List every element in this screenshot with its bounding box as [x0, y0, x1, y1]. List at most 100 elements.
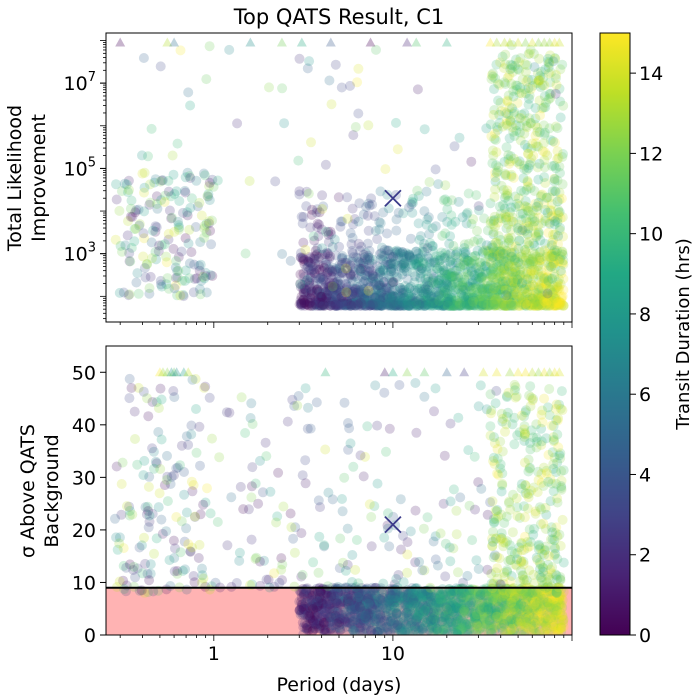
scatter-point [508, 300, 519, 311]
scatter-point [320, 277, 331, 288]
scatter-point [299, 284, 310, 295]
scatter-point [375, 270, 386, 280]
scatter-point [489, 290, 500, 301]
scatter-point [521, 298, 532, 309]
scatter-point [488, 452, 499, 463]
scatter-point [527, 254, 538, 265]
scatter-point [515, 113, 526, 123]
scatter-point [373, 300, 384, 311]
scatter-point [497, 276, 508, 287]
scatter-point [491, 59, 502, 70]
scatter-point [465, 297, 476, 308]
scatter-point [425, 238, 436, 248]
scatter-point [492, 292, 503, 303]
scatter-point [394, 285, 405, 296]
scatter-point [471, 274, 482, 285]
scatter-point [486, 296, 497, 307]
scatter-point [449, 141, 460, 152]
scatter-point [504, 291, 515, 302]
scatter-point [405, 292, 415, 303]
scatter-point [464, 281, 475, 292]
scatter-point [326, 295, 337, 306]
scatter-point [408, 193, 419, 204]
scatter-point [324, 285, 335, 296]
scatter-point [374, 280, 385, 290]
scatter-point [409, 285, 420, 296]
scatter-point [360, 283, 370, 294]
scatter-point [304, 283, 315, 294]
scatter-point [386, 292, 397, 303]
scatter-point [362, 270, 372, 281]
scatter-point [533, 299, 544, 310]
scatter-point [514, 295, 524, 306]
scatter-point [504, 254, 515, 265]
scatter-point [340, 300, 351, 311]
scatter-point [466, 267, 477, 278]
scatter-point [337, 251, 348, 261]
scatter-point [351, 282, 362, 293]
scatter-point [401, 300, 412, 310]
scatter-point [318, 295, 329, 306]
scatter-point [433, 278, 444, 289]
scatter-point [472, 295, 483, 306]
scatter-point [477, 287, 488, 298]
scatter-point [483, 298, 494, 309]
scatter-point [324, 287, 335, 298]
scatter-point [336, 267, 347, 278]
scatter-point [310, 268, 320, 279]
scatter-point [421, 289, 432, 300]
scatter-point [474, 267, 485, 278]
scatter-point [337, 257, 348, 268]
scatter-point [410, 258, 420, 269]
scatter-point [419, 284, 430, 295]
scatter-point [504, 295, 515, 306]
scatter-point [162, 450, 172, 461]
scatter-point [425, 297, 436, 308]
scatter-point [515, 616, 526, 626]
scatter-point [382, 299, 393, 310]
scatter-point [374, 295, 385, 306]
scatter-point [324, 75, 335, 86]
scatter-point [527, 296, 537, 307]
scatter-point [458, 283, 469, 294]
scatter-point [304, 251, 315, 262]
scatter-point [125, 256, 136, 267]
scatter-point [447, 258, 458, 268]
scatter-point [482, 275, 493, 286]
scatter-point [137, 150, 147, 161]
scatter-point [403, 300, 414, 311]
scatter-point [477, 300, 488, 311]
scatter-point [201, 74, 212, 85]
scatter-point [327, 266, 338, 277]
scatter-point [430, 221, 441, 232]
scatter-point [365, 300, 376, 311]
scatter-point [335, 300, 346, 311]
scatter-point [352, 297, 363, 308]
scatter-point [519, 284, 530, 294]
scatter-point [331, 250, 342, 261]
scatter-point [386, 277, 397, 288]
scatter-point [495, 284, 506, 295]
scatter-point [402, 274, 413, 285]
scatter-point [374, 293, 385, 304]
scatter-point [449, 300, 460, 311]
scatter-point [394, 247, 405, 258]
scatter-point [506, 283, 516, 294]
scatter-point [449, 295, 460, 306]
scatter-point [521, 279, 532, 290]
scatter-point [306, 285, 317, 296]
scatter-point [331, 298, 342, 309]
scatter-point [461, 218, 472, 229]
scatter-point [391, 299, 402, 310]
scatter-point [312, 243, 323, 254]
scatter-point [495, 284, 506, 295]
scatter-point [324, 265, 335, 276]
scatter-point [364, 298, 375, 309]
scatter-point [527, 293, 538, 304]
scatter-point [500, 192, 510, 203]
limit-marker [325, 37, 336, 47]
scatter-point [346, 300, 357, 311]
scatter-point [313, 300, 324, 311]
scatter-point [484, 299, 495, 310]
scatter-point [459, 260, 470, 271]
